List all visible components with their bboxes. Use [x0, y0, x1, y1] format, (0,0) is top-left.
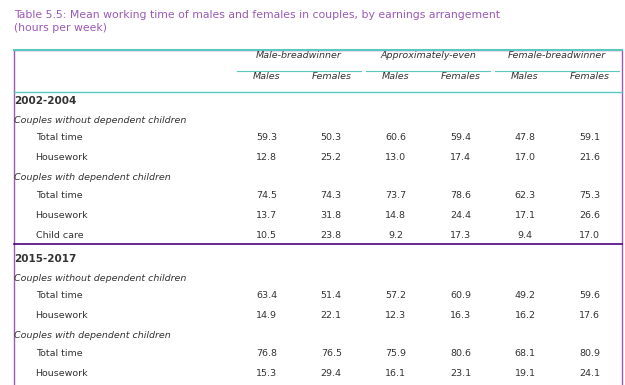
Text: 9.2: 9.2 — [388, 231, 403, 240]
Text: 47.8: 47.8 — [514, 133, 536, 142]
Text: 22.1: 22.1 — [321, 311, 342, 320]
Text: 26.6: 26.6 — [579, 211, 600, 220]
Text: Males: Males — [253, 72, 281, 80]
Text: Total time: Total time — [36, 191, 82, 199]
Text: 73.7: 73.7 — [385, 191, 406, 199]
Text: 12.8: 12.8 — [256, 153, 277, 162]
Text: 23.8: 23.8 — [321, 231, 342, 240]
Text: Total time: Total time — [36, 349, 82, 358]
Text: Table 5.5: Mean working time of males and females in couples, by earnings arrang: Table 5.5: Mean working time of males an… — [14, 10, 500, 20]
Text: Housework: Housework — [36, 369, 88, 378]
Text: Couples with dependent children: Couples with dependent children — [14, 173, 171, 182]
Text: 23.1: 23.1 — [450, 369, 471, 378]
Text: Housework: Housework — [36, 211, 88, 220]
Text: 17.0: 17.0 — [514, 153, 536, 162]
Text: 19.1: 19.1 — [514, 369, 536, 378]
Text: 74.5: 74.5 — [256, 191, 277, 199]
Text: Females: Females — [569, 72, 609, 80]
Text: Housework: Housework — [36, 311, 88, 320]
Text: Females: Females — [311, 72, 351, 80]
Text: Total time: Total time — [36, 133, 82, 142]
Text: 10.5: 10.5 — [256, 231, 277, 240]
Text: 80.9: 80.9 — [579, 349, 600, 358]
Text: 13.0: 13.0 — [385, 153, 406, 162]
Text: 2002-2004: 2002-2004 — [14, 96, 76, 106]
Text: 80.6: 80.6 — [450, 349, 471, 358]
Text: 31.8: 31.8 — [321, 211, 342, 220]
Text: 24.4: 24.4 — [450, 211, 471, 220]
Text: 2015-2017: 2015-2017 — [14, 254, 76, 264]
Text: 17.3: 17.3 — [450, 231, 471, 240]
Text: 59.4: 59.4 — [450, 133, 471, 142]
Text: 68.1: 68.1 — [514, 349, 536, 358]
Text: Males: Males — [382, 72, 409, 80]
Text: 17.6: 17.6 — [579, 311, 600, 320]
Text: 76.5: 76.5 — [321, 349, 342, 358]
Text: 59.3: 59.3 — [256, 133, 278, 142]
Text: 75.9: 75.9 — [386, 349, 406, 358]
Text: Child care: Child care — [36, 231, 83, 240]
Text: 14.9: 14.9 — [256, 311, 277, 320]
Text: 78.6: 78.6 — [450, 191, 471, 199]
Text: 9.4: 9.4 — [518, 231, 532, 240]
Text: Couples without dependent children: Couples without dependent children — [14, 116, 186, 124]
Text: 17.0: 17.0 — [579, 231, 600, 240]
Text: 75.3: 75.3 — [579, 191, 600, 199]
Text: 62.3: 62.3 — [514, 191, 536, 199]
Text: 29.4: 29.4 — [321, 369, 342, 378]
Text: Total time: Total time — [36, 291, 82, 300]
Text: 74.3: 74.3 — [321, 191, 342, 199]
Text: 16.3: 16.3 — [450, 311, 471, 320]
Text: 14.8: 14.8 — [386, 211, 406, 220]
Text: 57.2: 57.2 — [386, 291, 406, 300]
Text: 12.3: 12.3 — [385, 311, 406, 320]
Text: Housework: Housework — [36, 153, 88, 162]
Text: 60.9: 60.9 — [450, 291, 471, 300]
Text: 76.8: 76.8 — [256, 349, 277, 358]
Text: Approximately-even: Approximately-even — [380, 51, 476, 60]
Text: 60.6: 60.6 — [386, 133, 406, 142]
Text: 59.1: 59.1 — [579, 133, 600, 142]
Text: 24.1: 24.1 — [579, 369, 600, 378]
Text: 17.1: 17.1 — [514, 211, 536, 220]
Text: 17.4: 17.4 — [450, 153, 471, 162]
Text: 21.6: 21.6 — [579, 153, 600, 162]
Text: 59.6: 59.6 — [579, 291, 600, 300]
Text: 63.4: 63.4 — [256, 291, 278, 300]
Text: 50.3: 50.3 — [321, 133, 342, 142]
Text: (hours per week): (hours per week) — [14, 23, 107, 33]
Text: 51.4: 51.4 — [321, 291, 342, 300]
Text: Male-breadwinner: Male-breadwinner — [256, 51, 342, 60]
Text: Females: Females — [441, 72, 481, 80]
Text: 25.2: 25.2 — [321, 153, 342, 162]
Text: 16.2: 16.2 — [514, 311, 536, 320]
Text: 16.1: 16.1 — [386, 369, 406, 378]
Text: 49.2: 49.2 — [514, 291, 536, 300]
Text: Couples with dependent children: Couples with dependent children — [14, 331, 171, 340]
Text: Female-breadwinner: Female-breadwinner — [508, 51, 606, 60]
Text: 13.7: 13.7 — [256, 211, 278, 220]
Text: Couples without dependent children: Couples without dependent children — [14, 274, 186, 283]
Text: 15.3: 15.3 — [256, 369, 278, 378]
Text: Males: Males — [511, 72, 539, 80]
